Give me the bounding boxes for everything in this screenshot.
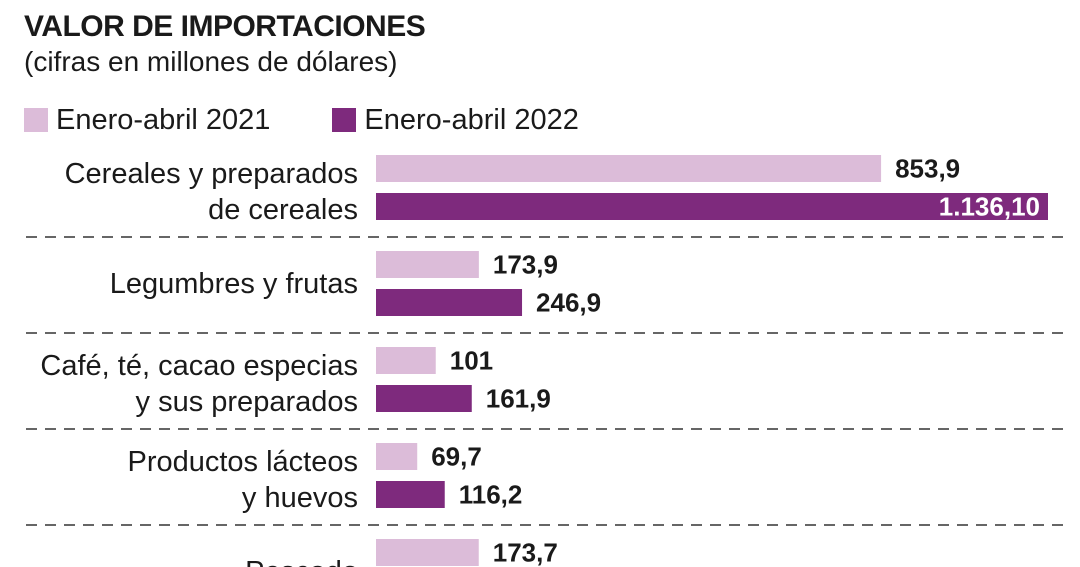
category-label: Pescado <box>245 556 358 567</box>
bar-2021 <box>376 347 436 374</box>
legend: Enero-abril 2021 Enero-abril 2022 <box>24 100 641 140</box>
bar-2022 <box>376 289 523 316</box>
bar-2022 <box>376 481 445 508</box>
legend-item-2022: Enero-abril 2022 <box>332 103 579 137</box>
value-label: 69,7 <box>431 442 482 472</box>
category-label: de cereales <box>208 194 358 226</box>
value-label: 246,9 <box>536 288 601 318</box>
value-label: 116,2 <box>459 480 523 510</box>
category-label: Café, té, cacao especias <box>40 350 358 382</box>
chart-title: VALOR DE IMPORTACIONES <box>24 10 426 43</box>
legend-swatch-2021 <box>24 108 48 132</box>
legend-swatch-2022 <box>332 108 357 132</box>
category-label: Cereales y preparados <box>65 158 358 190</box>
value-label: 173,7 <box>493 538 558 567</box>
category-label: y huevos <box>242 482 358 514</box>
bar-2022 <box>376 385 472 412</box>
value-label: 173,9 <box>493 250 558 280</box>
value-label: 853,9 <box>895 154 960 184</box>
bar-2021 <box>376 155 882 182</box>
legend-label-2021: Enero-abril 2021 <box>56 103 271 136</box>
bar-2021 <box>376 443 418 470</box>
category-label: Productos lácteos <box>127 446 358 478</box>
legend-item-2021: Enero-abril 2021 <box>24 104 270 137</box>
chart-subtitle: (cifras en millones de dólares) <box>24 46 398 77</box>
category-label: Legumbres y frutas <box>110 268 358 300</box>
bar-2021 <box>376 539 479 566</box>
value-label: 101 <box>450 346 493 376</box>
value-label: 161,9 <box>486 384 551 414</box>
category-label: y sus preparados <box>136 386 358 418</box>
value-label: 1.136,10 <box>939 192 1040 222</box>
bar-2021 <box>376 251 479 278</box>
legend-label-2022: Enero-abril 2022 <box>364 103 579 136</box>
bar-2022 <box>376 193 1048 220</box>
